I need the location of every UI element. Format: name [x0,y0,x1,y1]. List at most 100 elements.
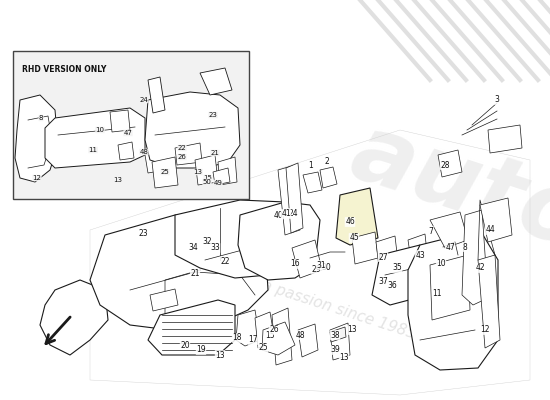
Text: a passion since 1985: a passion since 1985 [260,278,417,342]
Polygon shape [480,198,512,242]
Text: 22: 22 [178,145,186,151]
Text: 12: 12 [480,326,490,334]
Text: 31: 31 [316,260,326,270]
Text: 1: 1 [309,160,313,170]
Text: 32: 32 [202,238,212,246]
Text: 23: 23 [138,230,148,238]
Polygon shape [336,188,378,245]
Polygon shape [45,108,145,168]
Text: 13: 13 [194,169,202,175]
Polygon shape [320,167,337,188]
Polygon shape [262,322,295,355]
Text: 26: 26 [178,154,186,160]
Text: 34: 34 [188,244,198,252]
Polygon shape [352,232,378,264]
Polygon shape [376,236,398,268]
Polygon shape [408,230,498,370]
Text: 8: 8 [39,115,43,121]
Text: 20: 20 [180,340,190,350]
Polygon shape [430,255,470,320]
Text: 15: 15 [204,175,212,181]
Polygon shape [150,289,178,311]
FancyBboxPatch shape [13,51,249,199]
Polygon shape [330,327,346,342]
Polygon shape [15,95,58,182]
Text: 7: 7 [428,226,433,236]
Text: 38: 38 [330,330,340,340]
Text: 49: 49 [213,180,222,186]
Text: 3: 3 [494,96,499,104]
Polygon shape [462,210,488,305]
Text: 18: 18 [232,334,242,342]
Text: 13: 13 [113,177,123,183]
Text: 48: 48 [295,330,305,340]
Text: 24: 24 [140,97,148,103]
Text: 21: 21 [190,270,200,278]
Polygon shape [148,300,235,355]
Text: 44: 44 [485,226,495,234]
Text: 26: 26 [269,326,279,334]
Polygon shape [90,215,268,330]
Text: 43: 43 [415,250,425,260]
Polygon shape [145,150,165,173]
Polygon shape [195,155,218,185]
Text: 47: 47 [124,130,133,136]
Text: 30: 30 [321,264,331,272]
Text: 47: 47 [445,242,455,252]
Text: RHD VERSION ONLY: RHD VERSION ONLY [22,65,106,74]
Text: 2: 2 [324,158,329,166]
Text: 39: 39 [330,346,340,354]
Text: 22: 22 [220,256,230,266]
Text: 13: 13 [215,350,225,360]
Polygon shape [213,168,230,185]
Text: 17: 17 [248,336,258,344]
Polygon shape [236,310,260,346]
Polygon shape [372,245,428,305]
Text: autofres: autofres [340,107,550,333]
Text: 12: 12 [32,175,41,181]
Text: 10: 10 [96,127,104,133]
Polygon shape [488,125,522,153]
Text: 45: 45 [349,234,359,242]
Text: 37: 37 [378,278,388,286]
Text: 28: 28 [440,160,450,170]
Text: 35: 35 [392,264,402,272]
Text: 8: 8 [463,242,468,252]
Polygon shape [152,157,178,188]
Polygon shape [175,200,300,278]
Polygon shape [118,142,134,160]
Text: 16: 16 [290,260,300,268]
Polygon shape [292,240,322,278]
Polygon shape [238,202,320,280]
Polygon shape [278,165,300,235]
Polygon shape [255,312,275,348]
Polygon shape [408,234,428,267]
Polygon shape [438,150,462,177]
Text: 11: 11 [432,288,442,298]
Text: 11: 11 [89,147,97,153]
Polygon shape [330,323,350,360]
Text: 23: 23 [208,112,217,118]
Text: 13: 13 [339,354,349,362]
Text: 29: 29 [311,264,321,274]
Text: 48: 48 [140,149,148,155]
Text: 46: 46 [345,218,355,226]
Text: 41: 41 [281,210,291,218]
Text: 24: 24 [288,208,298,218]
Polygon shape [272,308,292,365]
Text: 27: 27 [378,252,388,262]
Polygon shape [200,68,232,95]
Text: 19: 19 [196,346,206,354]
Text: 36: 36 [387,282,397,290]
Polygon shape [298,324,318,357]
Polygon shape [175,143,202,165]
Polygon shape [286,163,303,233]
Polygon shape [303,172,322,193]
Polygon shape [430,212,468,248]
Polygon shape [40,280,108,355]
Text: 25: 25 [161,169,169,175]
Polygon shape [145,92,240,168]
Text: 33: 33 [210,244,220,252]
Text: 40: 40 [273,210,283,220]
Text: 42: 42 [475,264,485,272]
